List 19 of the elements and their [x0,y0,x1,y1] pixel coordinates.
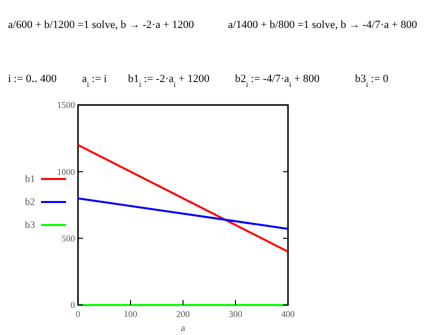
y-tick-label: 500 [62,233,76,244]
x-tick-label: 100 [124,309,138,319]
text: b2$_{i}$ := -4/7·a$_{i}$ + 800 [235,73,320,88]
y-tick-label: 1500 [57,100,76,110]
text: i := 0‥ 400 [8,73,58,85]
x-axis-title: a [180,323,186,334]
x-tick-label: 300 [228,309,243,319]
text: a/600 + b/1200 =1 solve, b → -2·a + 1200 [8,19,195,31]
text: a$_{i}$ := i [82,73,107,88]
legend-label: b3 [25,220,35,231]
y-tick-label: 1000 [57,166,76,177]
text: b1$_{i}$ := -2·a$_{i}$ + 1200 [128,73,210,88]
text: a/1400 + b/800 =1 solve, b → -4/7·a + 800 [228,19,418,31]
x-tick-label: 400 [281,309,296,319]
y-tick-label: 0 [70,300,76,310]
legend-label: b1 [25,174,35,185]
text: b3$_{i}$ := 0 [355,73,389,88]
legend-label: b2 [25,197,35,208]
x-tick-label: 200 [176,309,190,319]
